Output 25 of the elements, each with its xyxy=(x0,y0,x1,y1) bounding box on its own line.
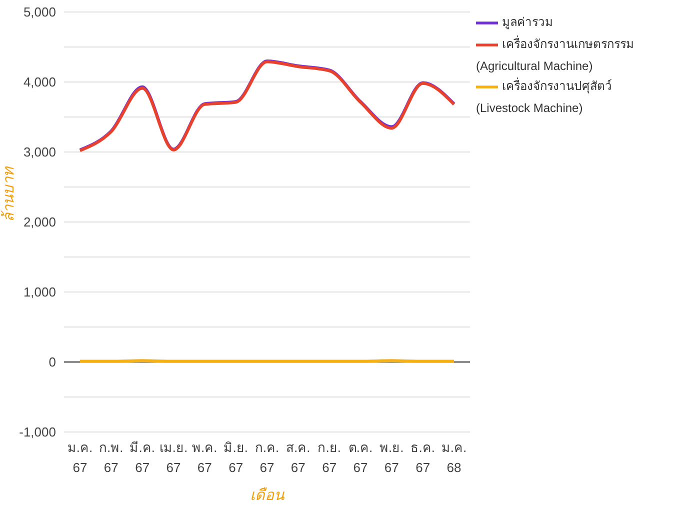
x-tick-label: ม.ค. 67 xyxy=(67,440,93,475)
legend-label: เครื่องจักรงานเกษตรกรรม (Agricultural Machine) xyxy=(476,37,634,73)
y-tick-label: 0 xyxy=(48,354,56,370)
y-axis-title: ล้านบาท xyxy=(0,166,18,222)
y-tick-label: 4,000 xyxy=(23,74,56,90)
x-axis-title: เดือน xyxy=(250,487,285,504)
x-tick-label: ก.ย. 67 xyxy=(318,440,341,475)
x-tick-label: ส.ค. 67 xyxy=(286,440,310,475)
x-tick-label: พ.ค. 67 xyxy=(192,440,218,475)
x-tick-label: ม.ค. 68 xyxy=(441,440,467,475)
legend-label: มูลค่ารวม xyxy=(502,15,553,30)
y-tick-label: -1,000 xyxy=(19,424,56,440)
y-tick-label: 5,000 xyxy=(23,4,56,20)
x-tick-label: ต.ค. 67 xyxy=(348,440,373,475)
y-tick-label: 2,000 xyxy=(23,214,56,230)
x-tick-label: มี.ค. 67 xyxy=(130,440,155,475)
y-tick-label: 3,000 xyxy=(23,144,56,160)
x-tick-label: พ.ย. 67 xyxy=(380,440,404,475)
x-tick-label: เม.ย. 67 xyxy=(159,440,188,475)
legend-label: เครื่องจักรงานปศุสัตว์ (Livestock Machine) xyxy=(476,79,612,115)
x-tick-label: ธ.ค. 67 xyxy=(410,440,435,475)
x-tick-label: มิ.ย. 67 xyxy=(224,440,248,475)
x-tick-label: ก.ค. 67 xyxy=(254,440,280,475)
x-tick-label: ก.พ. 67 xyxy=(99,440,124,475)
y-tick-label: 1,000 xyxy=(23,284,56,300)
